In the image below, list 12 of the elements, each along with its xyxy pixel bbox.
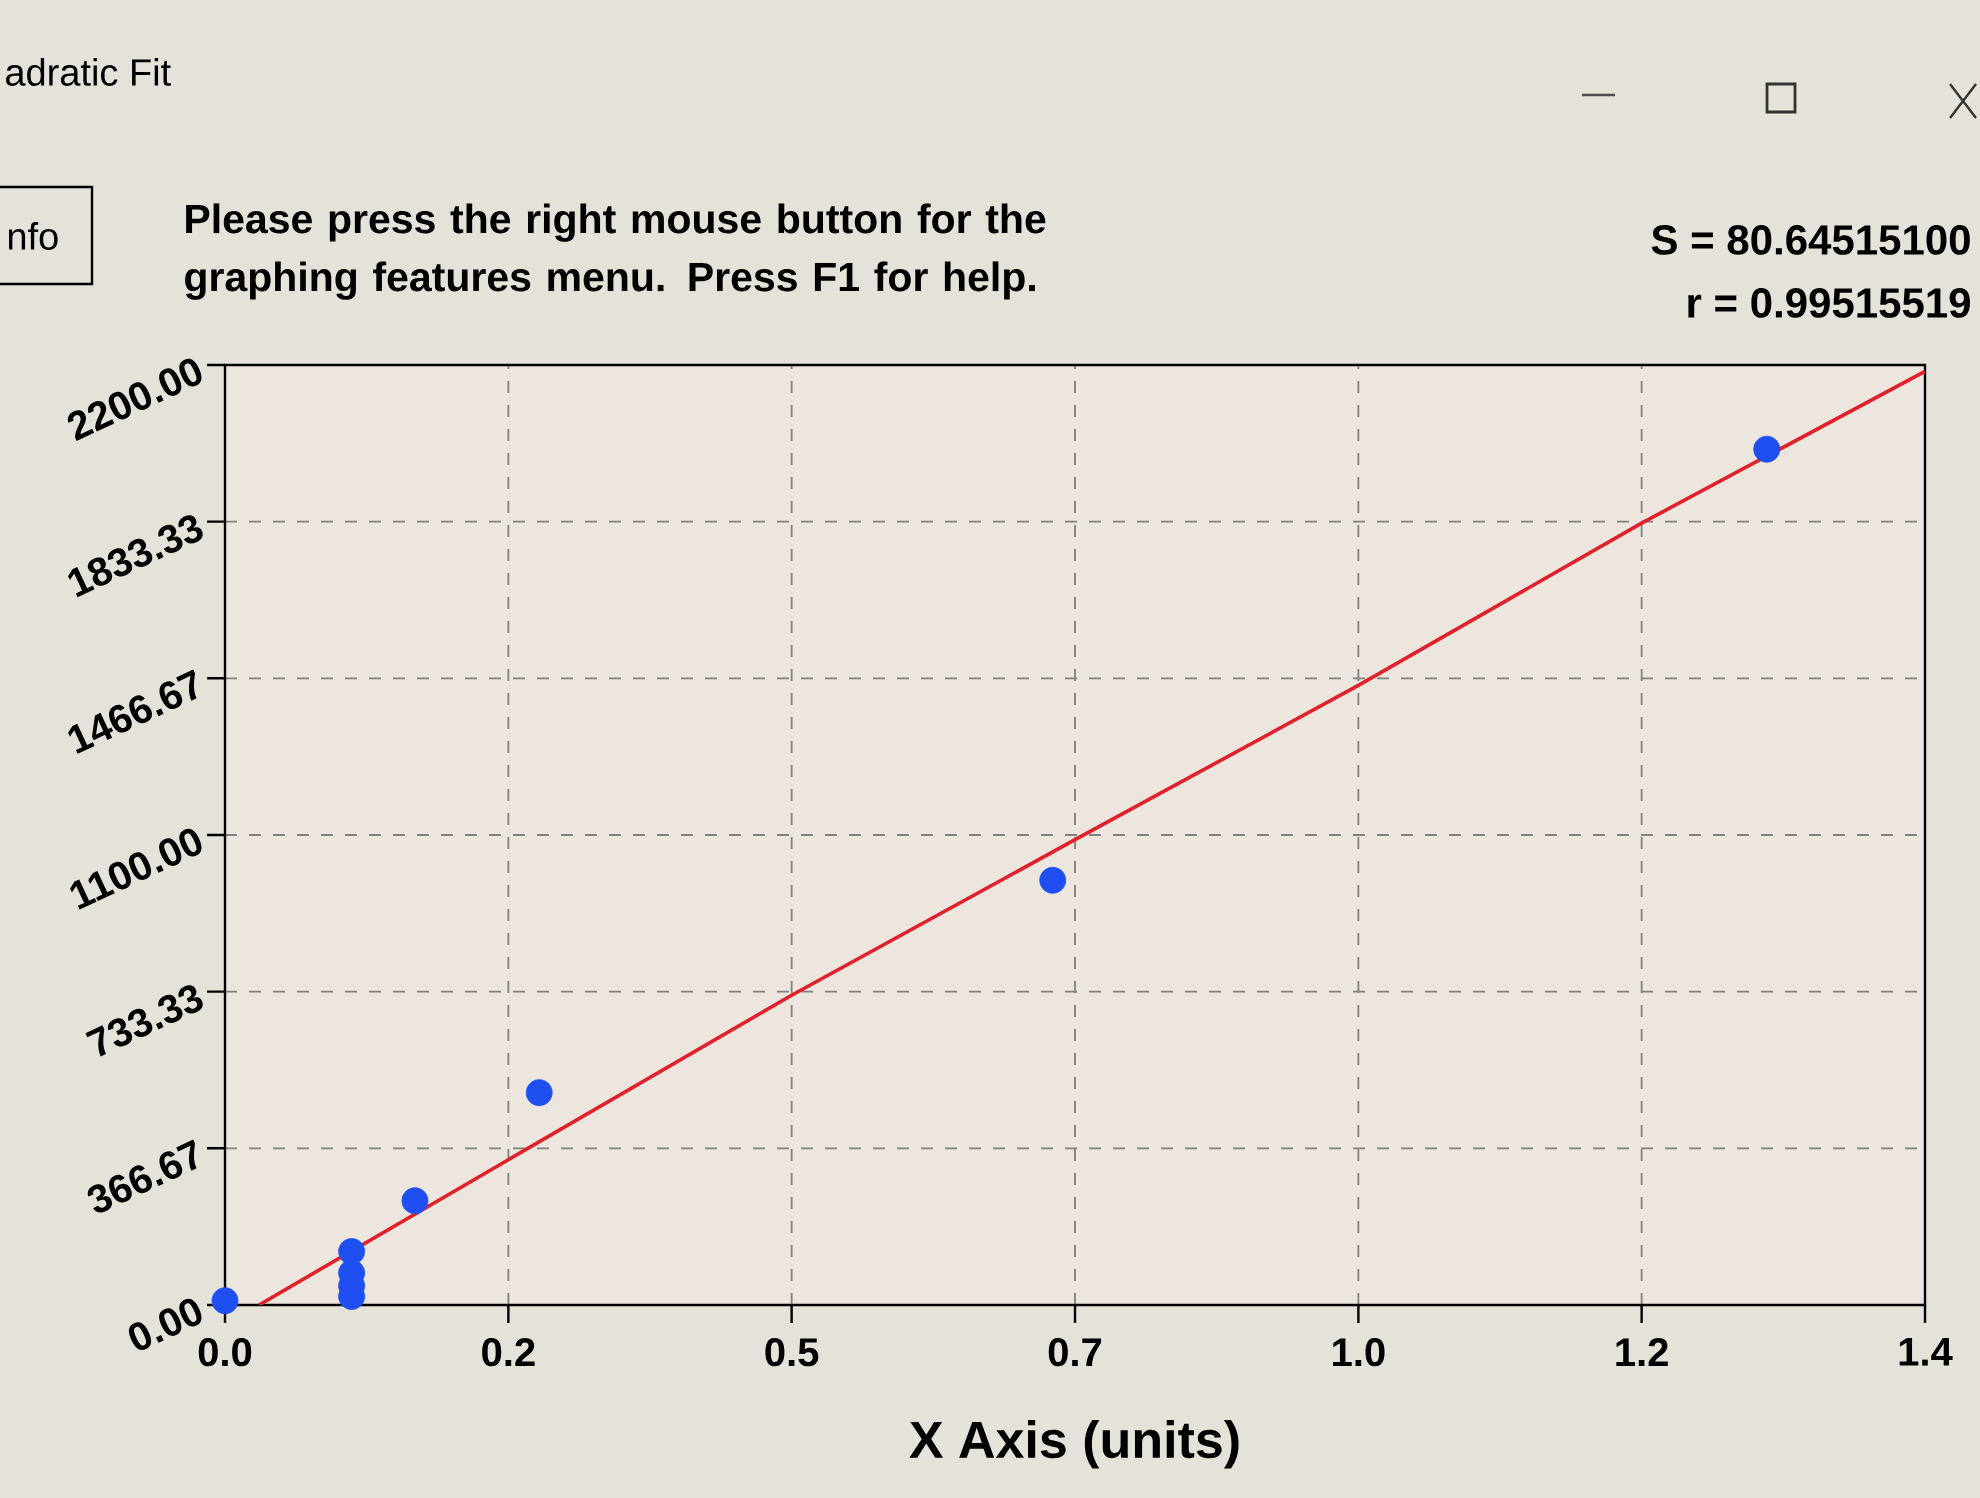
chart-title: adratic Fit bbox=[6, 58, 171, 86]
text: S = 80.64515100 bbox=[1651, 225, 1970, 255]
x-tick-label: 0.2 bbox=[482, 1338, 535, 1367]
text: Please press the right mouse button for the graphing features menu. Press F1 for help. bbox=[185, 203, 1046, 300]
x-tick-label: 1.4 bbox=[1899, 1338, 1953, 1366]
text: r = 0.99515519 bbox=[1688, 288, 1970, 318]
x-tick-label: 1.2 bbox=[1616, 1338, 1668, 1366]
x-tick-label: 0.5 bbox=[765, 1338, 819, 1367]
x-tick-label: 1.0 bbox=[1333, 1338, 1385, 1367]
x-tick-label: 0.7 bbox=[1048, 1338, 1102, 1367]
text: nfo bbox=[8, 222, 58, 250]
x-axis-title: X Axis (units) bbox=[909, 1420, 1239, 1469]
